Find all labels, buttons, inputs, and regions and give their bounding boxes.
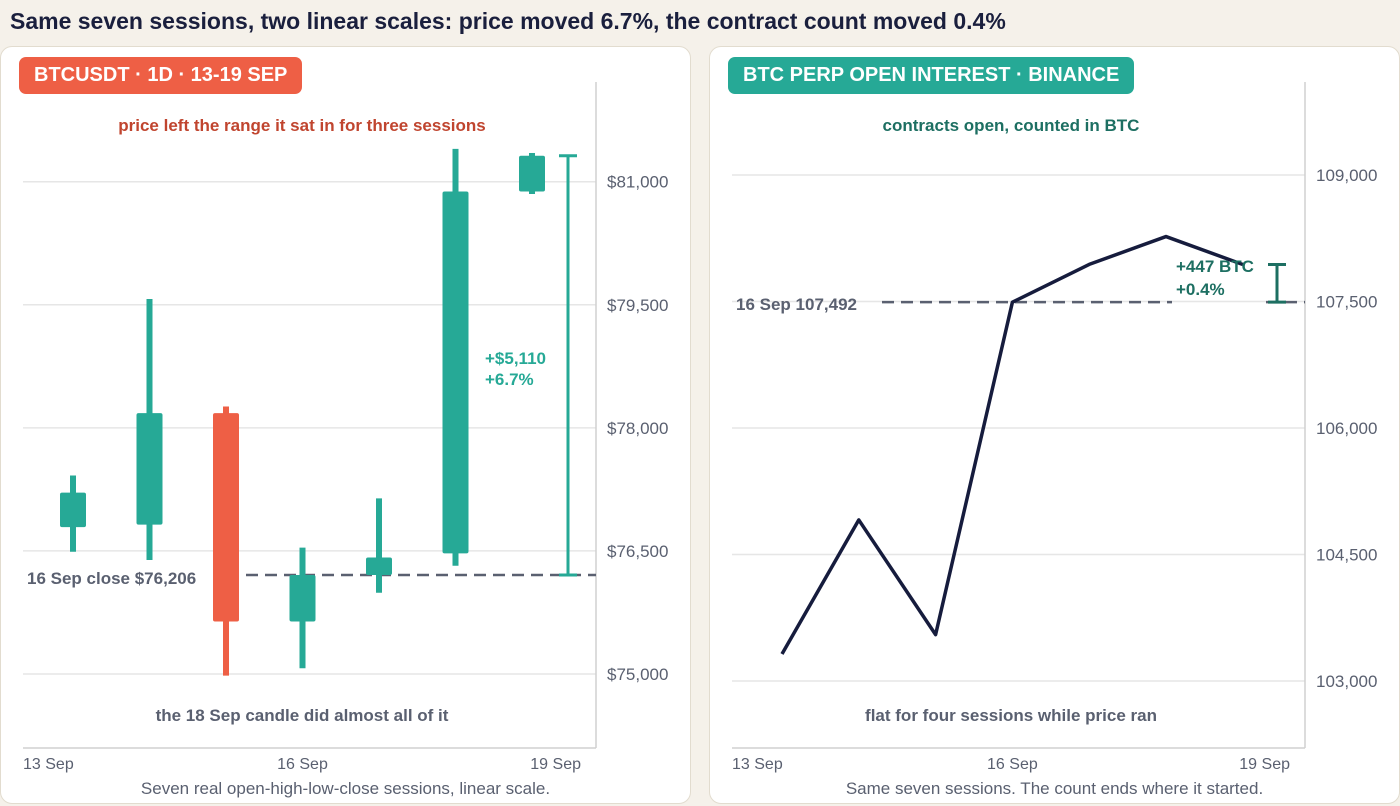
price-note-top: price left the range it sat in for three… [118, 116, 486, 135]
oi-note-top: contracts open, counted in BTC [883, 116, 1140, 135]
candle-body [60, 492, 86, 528]
x-tick-label: 13 Sep [23, 756, 74, 773]
price-note-bottom: the 18 Sep candle did almost all of it [156, 706, 449, 725]
candle-body [213, 413, 239, 622]
candle-body [289, 575, 316, 622]
reference-label: 16 Sep close $76,206 [27, 569, 196, 588]
open-interest-chart: 103,000 104,500 106,000 107,500 109,000 13 Se… [732, 82, 1377, 773]
candle-body [366, 557, 392, 576]
oi-caption: Same seven sessions. The count ends wher… [845, 779, 1264, 798]
x-tick-label: 16 Sep [277, 756, 328, 773]
candle-body [442, 191, 469, 554]
change-label-abs: +$5,110 [485, 349, 546, 368]
reference-label: 16 Sep 107,492 [736, 295, 857, 314]
change-label-pct: +0.4% [1176, 280, 1225, 299]
candle-body [136, 413, 163, 525]
candle-body [519, 155, 545, 192]
change-label-abs: +447 BTC [1176, 257, 1254, 276]
y-tick-label: $81,000 [607, 173, 668, 192]
y-tick-label: 104,500 [1316, 546, 1377, 565]
oi-title-pill: BTC PERP OPEN INTEREST · BINANCE [728, 57, 1135, 94]
y-tick-label: $75,000 [607, 665, 668, 684]
x-tick-label: 16 Sep [987, 756, 1038, 773]
x-tick-label: 19 Sep [1239, 756, 1290, 773]
oi-note-bottom: flat for four sessions while price ran [865, 706, 1157, 725]
y-tick-label: $79,500 [607, 296, 668, 315]
price-panel: $75,000 $76,500 $78,000 $79,500 $81,000 13 Se… [0, 46, 691, 804]
change-label-pct: +6.7% [485, 370, 534, 389]
y-tick-label: $76,500 [607, 542, 668, 561]
open-interest-panel: 103,000 104,500 106,000 107,500 109,000 13 Se… [709, 46, 1400, 804]
oi-series-line [780, 234, 1244, 655]
page-headline: Same seven sessions, two linear scales: … [10, 8, 1006, 34]
price-title-pill: BTCUSDT · 1D · 13-19 SEP [19, 57, 303, 94]
y-tick-label: 106,000 [1316, 419, 1377, 438]
price-caption: Seven real open-high-low-close sessions,… [140, 779, 551, 798]
x-tick-label: 19 Sep [530, 756, 581, 773]
y-tick-label: $78,000 [607, 419, 668, 438]
x-tick-label: 13 Sep [732, 756, 783, 773]
y-tick-label: 109,000 [1316, 166, 1377, 185]
y-tick-label: 103,000 [1316, 672, 1377, 691]
y-tick-label: 107,500 [1316, 293, 1377, 312]
price-chart: $75,000 $76,500 $78,000 $79,500 $81,000 13 Se… [23, 82, 668, 773]
